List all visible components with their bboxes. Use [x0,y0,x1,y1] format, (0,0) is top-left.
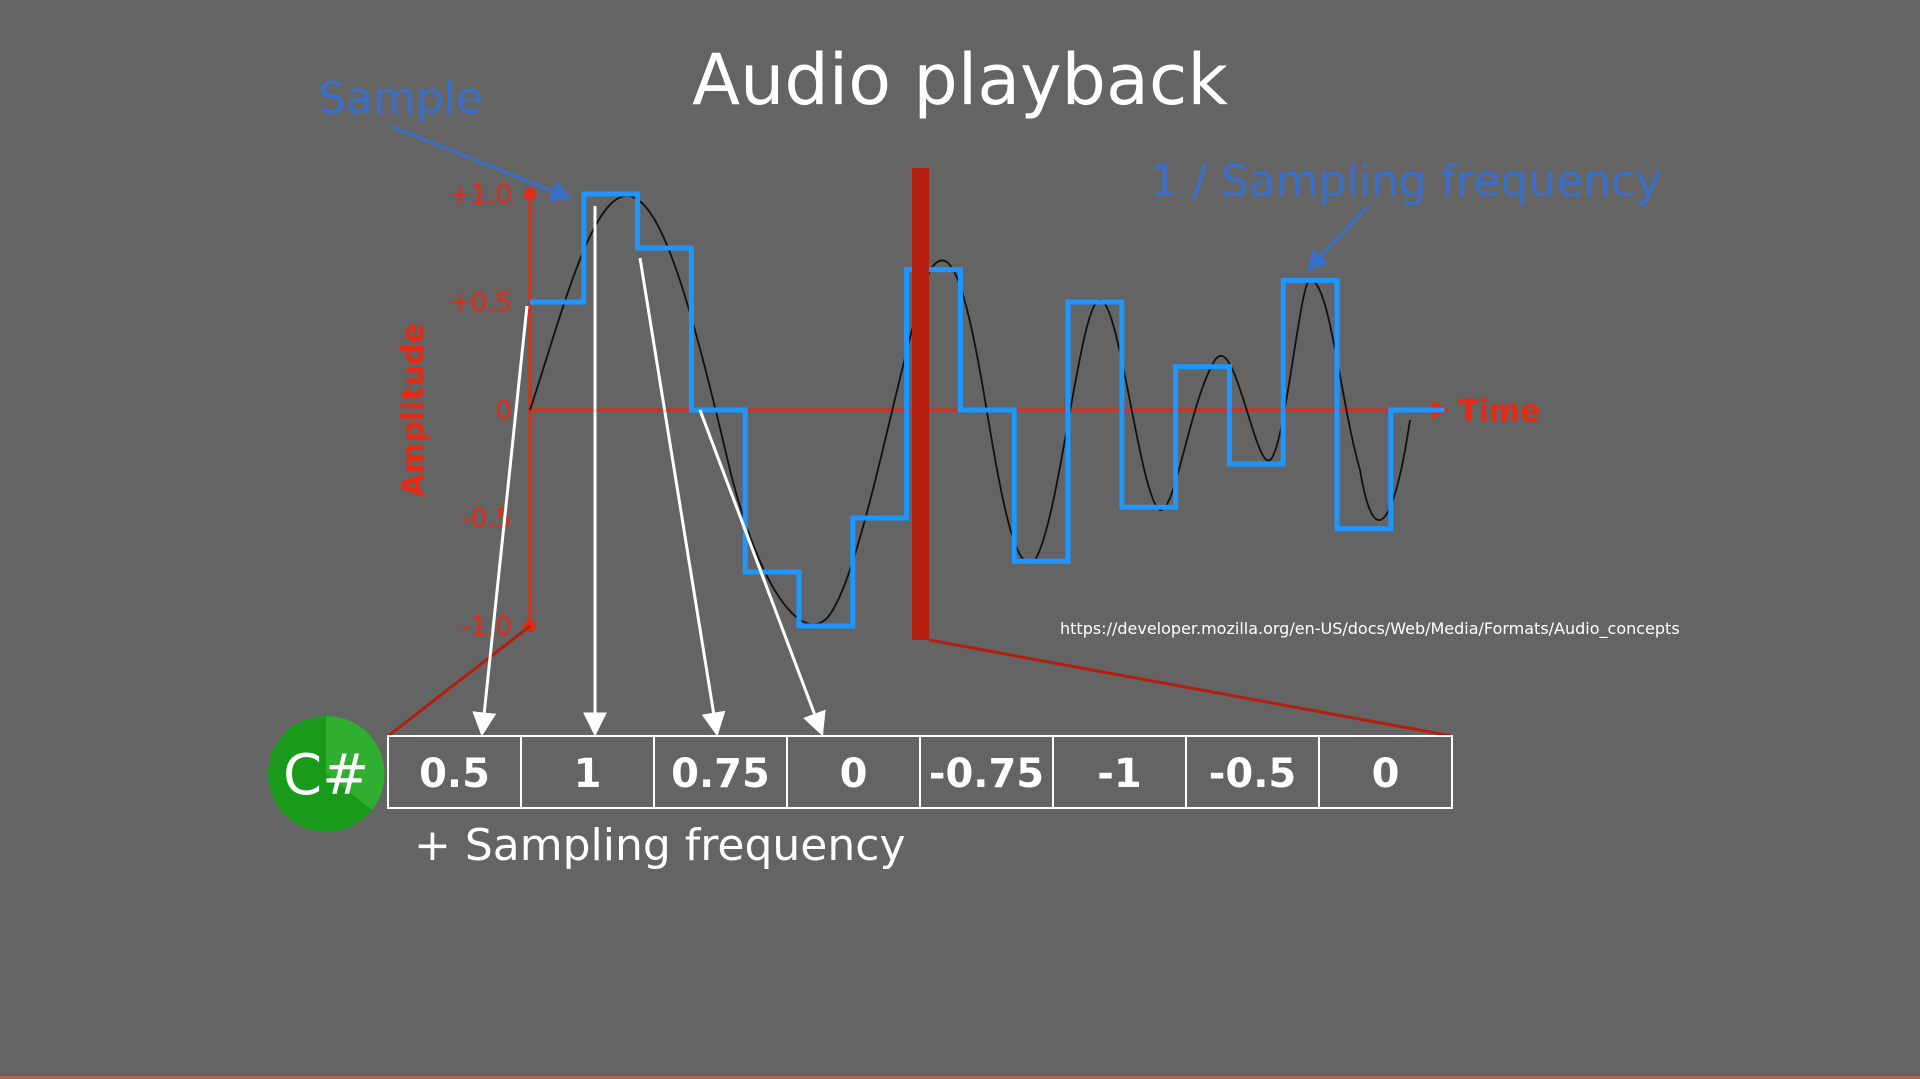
y-tick-label: +1.0 [449,180,512,210]
buffer-left-edge-line [387,624,531,738]
buffer-cell-value: -0.5 [1209,751,1296,797]
sample-label: Sample [318,73,483,124]
y-tick-label: -1.0 [461,612,512,642]
csharp-logo-text: C# [283,743,369,808]
y-tick-label: +0.5 [449,288,512,318]
buffer-cell-value: 0.5 [419,751,490,797]
sample-arrow-4 [698,409,826,737]
buffer-cell [1318,735,1453,809]
y-tick-label: 0 [495,396,512,426]
buffer-cell-value: 0.75 [671,751,770,797]
y-tick-labels: +1.0+0.50-0.5-1.0 [449,180,512,642]
bottom-border-line [0,1076,1920,1079]
buffer-cell-value: 1 [574,751,602,797]
sample-arrow-1 [472,305,529,737]
csharp-logo-highlight [326,715,385,810]
y-axis-top-dot [524,188,536,200]
sampled-step-waveform [530,191,1445,629]
sample-buffer-table: 0.5 1 0.75 0 -0.75 -1 -0.5 0 [387,735,1453,809]
sample-to-buffer-arrows [472,206,826,737]
analog-waveform [529,195,1411,626]
sample-pointer-arrow [389,124,572,201]
sample-arrow-3 [638,257,726,737]
y-axis-label: Amplitude [396,323,431,497]
csharp-logo: C# [268,715,385,832]
playback-position-marker [912,168,929,640]
buffer-cell-value: -1 [1097,751,1141,797]
period-label: 1 / Sampling frequency [1150,156,1661,207]
page-title: Audio playback [692,39,1228,121]
sampling-frequency-caption: + Sampling frequency [414,820,905,871]
period-pointer-arrow [1306,204,1370,272]
x-axis-label: Time [1458,394,1540,429]
buffer-right-edge-line [928,638,1453,738]
buffer-cell-value: 0 [840,751,868,797]
source-url: https://developer.mozilla.org/en-US/docs… [1060,619,1680,639]
buffer-cell-value: -0.75 [929,751,1044,797]
buffer-cell-value: 0 [1372,751,1400,797]
